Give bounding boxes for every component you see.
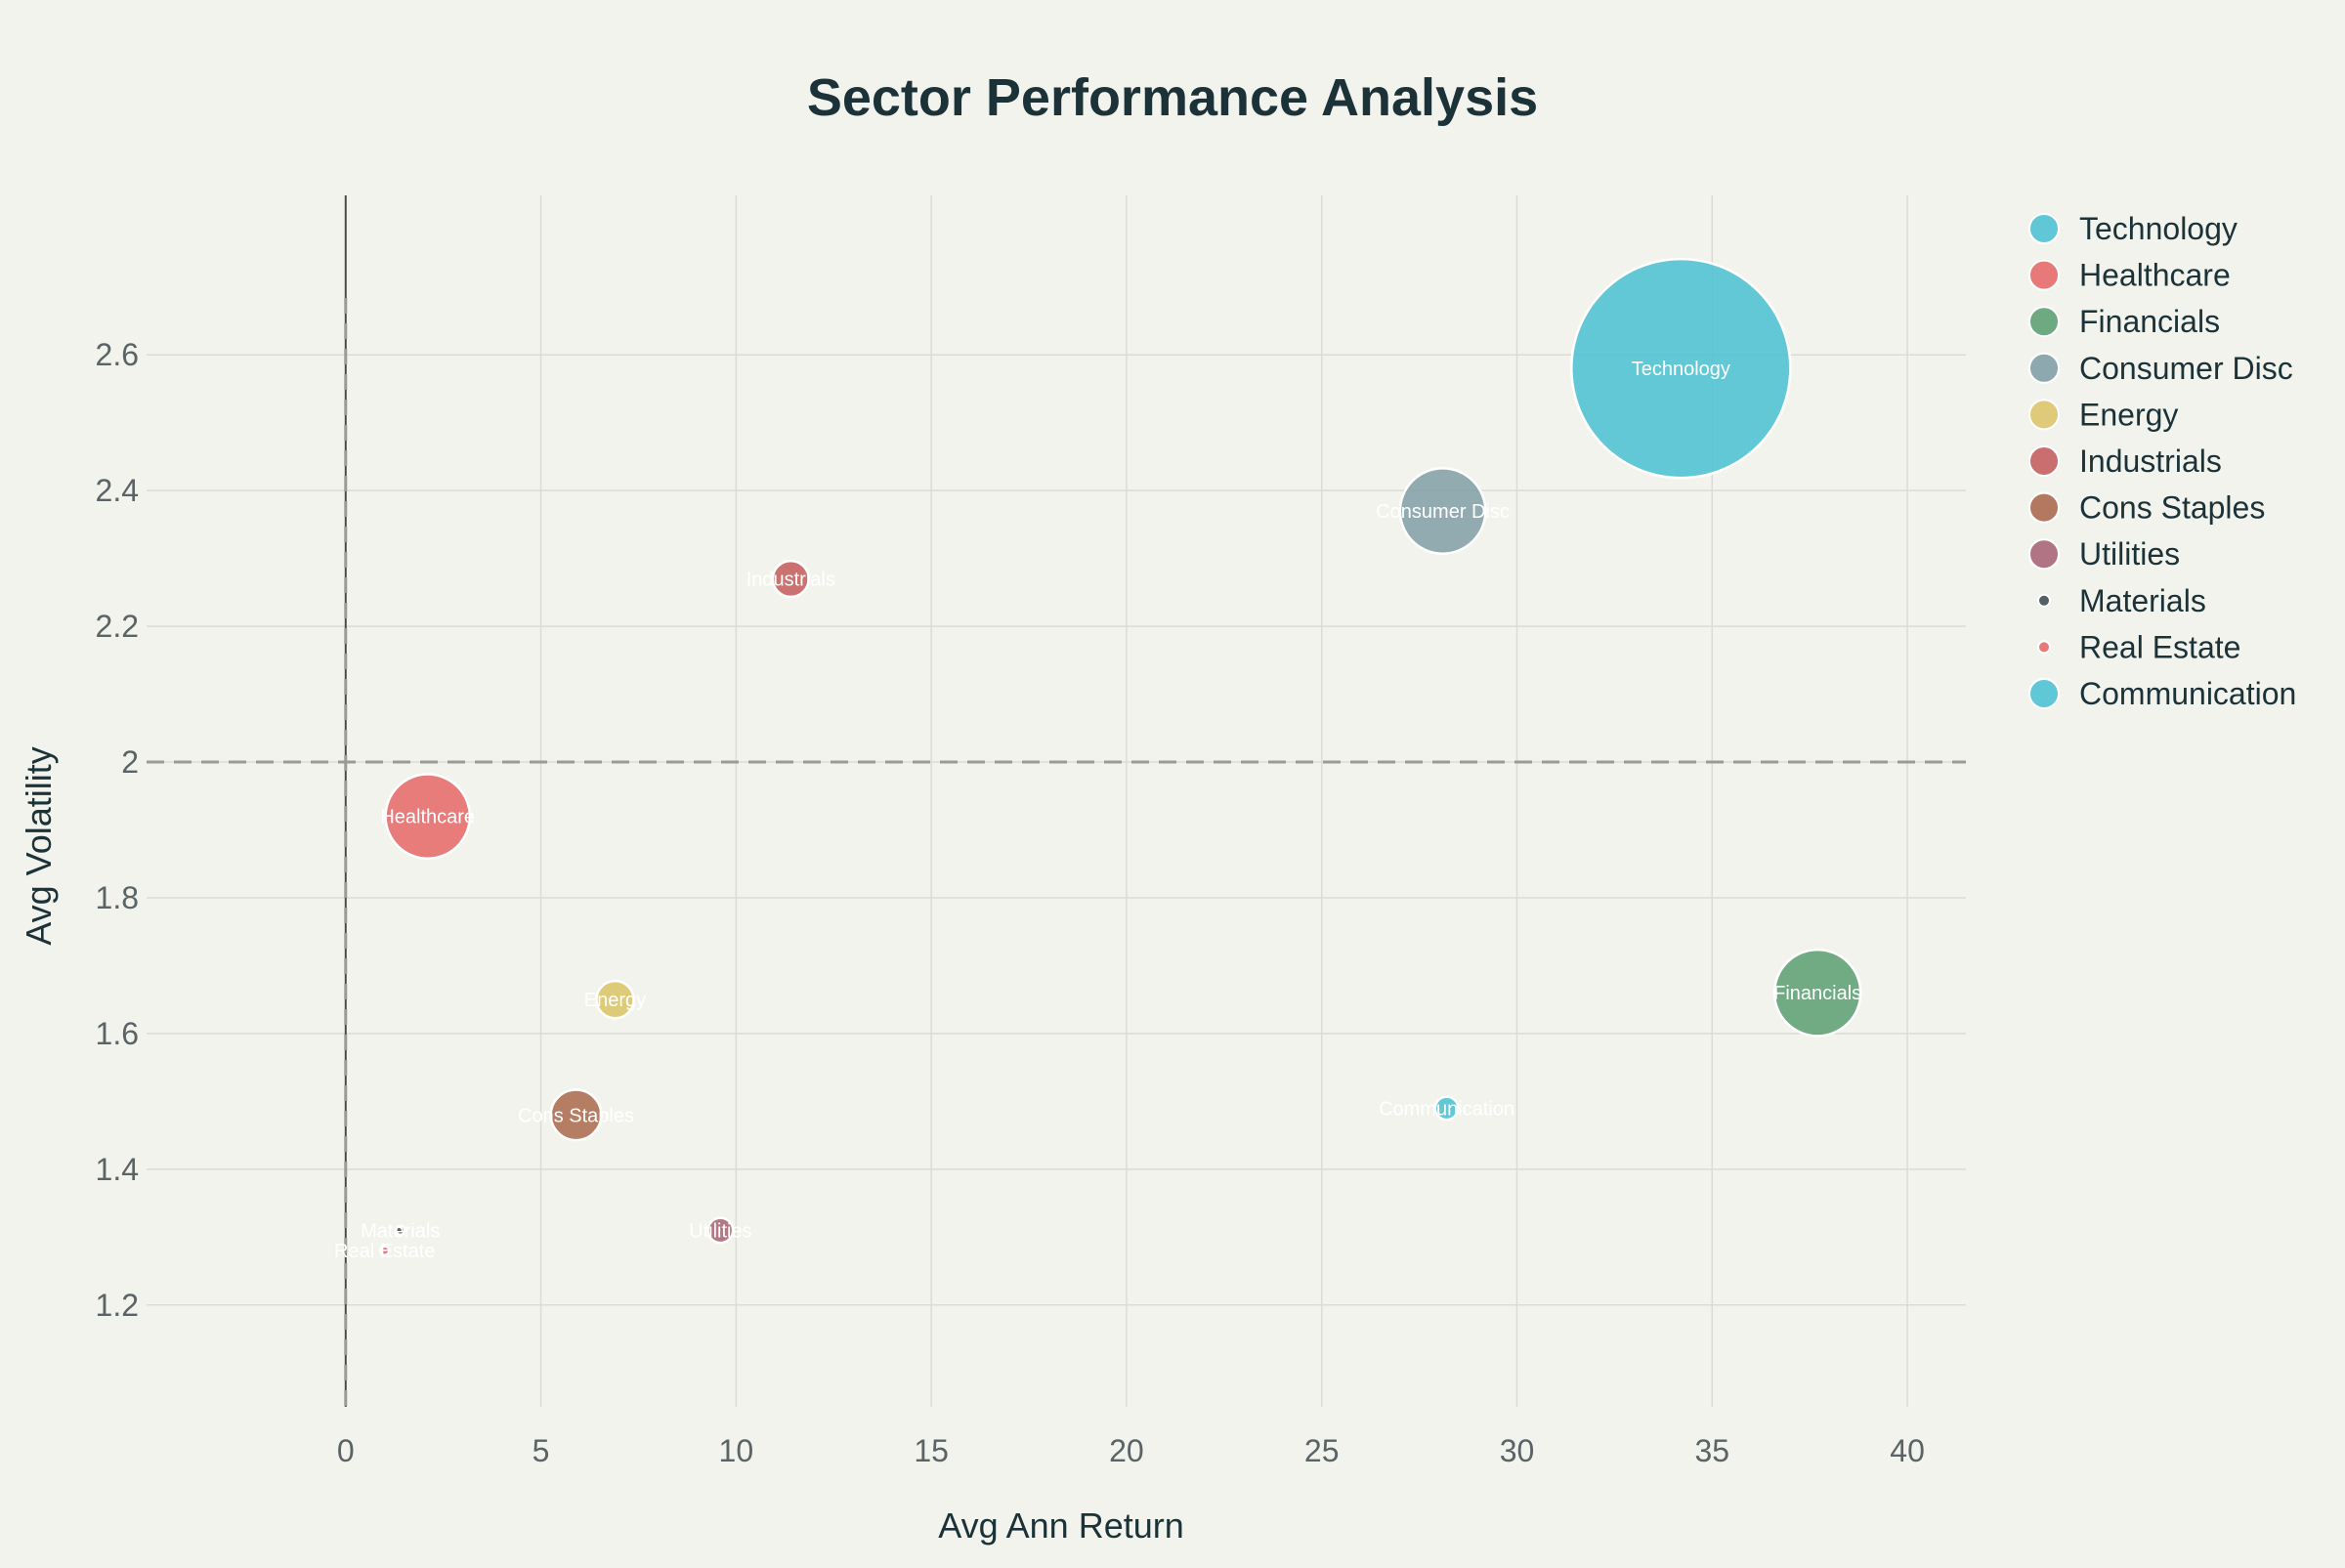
chart-title: Sector Performance Analysis bbox=[807, 68, 1538, 127]
y-tick-label: 2.4 bbox=[96, 473, 139, 508]
legend-marker-communication bbox=[2028, 678, 2060, 709]
legend-marker-industrials bbox=[2028, 445, 2060, 477]
legend-label-technology: Technology bbox=[2079, 211, 2238, 246]
legend-label-energy: Energy bbox=[2079, 397, 2178, 432]
legend-marker-real-estate bbox=[2037, 640, 2051, 655]
reference-lines bbox=[147, 195, 1966, 1407]
legend-label-cons-staples: Cons Staples bbox=[2079, 490, 2265, 526]
y-tick-label: 1.4 bbox=[96, 1152, 139, 1187]
bubble-label-technology: Technology bbox=[1632, 359, 1730, 380]
bubble-healthcare[interactable] bbox=[384, 773, 472, 860]
bubble-utilities[interactable] bbox=[706, 1216, 735, 1245]
x-axis-title: Avg Ann Return bbox=[938, 1505, 1184, 1546]
legend-label-utilities: Utilities bbox=[2079, 536, 2180, 572]
x-tick-label: 0 bbox=[337, 1433, 355, 1468]
legend-label-consumer-disc: Consumer Disc bbox=[2079, 351, 2293, 386]
legend-item-energy[interactable]: Energy bbox=[2028, 397, 2178, 432]
bubble-label-financials: Financials bbox=[1773, 983, 1861, 1004]
x-tick-label: 10 bbox=[719, 1433, 754, 1468]
legend-marker-utilities bbox=[2028, 538, 2060, 571]
x-tick-label: 15 bbox=[914, 1433, 949, 1468]
bubble-label-energy: Energy bbox=[584, 990, 646, 1011]
legend-marker-healthcare bbox=[2028, 259, 2060, 291]
legend-item-financials[interactable]: Financials bbox=[2028, 304, 2220, 339]
bubble-label-consumer-disc: Consumer Disc bbox=[1376, 501, 1510, 523]
x-tick-label: 35 bbox=[1694, 1433, 1729, 1468]
x-tick-label: 40 bbox=[1890, 1433, 1925, 1468]
legend-item-materials[interactable]: Materials bbox=[2037, 583, 2206, 618]
bubble-label-healthcare: Healthcare bbox=[380, 807, 475, 828]
legend-marker-cons-staples bbox=[2028, 491, 2060, 524]
x-tick-label: 20 bbox=[1109, 1433, 1144, 1468]
bubble-financials[interactable] bbox=[1772, 948, 1862, 1038]
y-tick-label: 2 bbox=[121, 744, 139, 780]
bubble-energy[interactable] bbox=[595, 979, 635, 1020]
bubble-label-industrials: Industrials bbox=[746, 569, 835, 590]
bubble-label-materials: Materials bbox=[361, 1220, 440, 1242]
y-axis-title: Avg Volatility bbox=[19, 746, 59, 945]
legend-item-healthcare[interactable]: Healthcare bbox=[2028, 258, 2231, 293]
bubble-label-communication: Communication bbox=[1379, 1098, 1514, 1120]
bubble-label-utilities: Utilities bbox=[689, 1220, 751, 1242]
bubble-cons-staples[interactable] bbox=[549, 1088, 603, 1142]
legend-label-real-estate: Real Estate bbox=[2079, 629, 2240, 664]
legend-label-materials: Materials bbox=[2079, 583, 2206, 618]
legend-label-financials: Financials bbox=[2079, 304, 2220, 339]
legend-marker-technology bbox=[2028, 213, 2060, 244]
bubble-consumer-disc[interactable] bbox=[1398, 467, 1487, 555]
y-tick-label: 1.6 bbox=[96, 1016, 139, 1051]
legend-label-industrials: Industrials bbox=[2079, 444, 2222, 479]
y-tick-label: 1.2 bbox=[96, 1288, 139, 1323]
x-tick-label: 5 bbox=[533, 1433, 550, 1468]
legend-item-industrials[interactable]: Industrials bbox=[2028, 444, 2222, 479]
bubble-layer bbox=[378, 257, 1862, 1256]
y-tick-label: 2.6 bbox=[96, 337, 139, 372]
bubble-communication[interactable] bbox=[1433, 1095, 1460, 1122]
y-tick-label: 1.8 bbox=[96, 880, 139, 915]
legend-marker-materials bbox=[2037, 593, 2051, 608]
legend-marker-financials bbox=[2028, 306, 2060, 338]
legend-item-consumer-disc[interactable]: Consumer Disc bbox=[2028, 351, 2293, 386]
bubble-technology[interactable] bbox=[1570, 257, 1792, 480]
bubble-label-cons-staples: Cons Staples bbox=[518, 1105, 634, 1126]
legend-item-cons-staples[interactable]: Cons Staples bbox=[2028, 490, 2265, 526]
legend-label-healthcare: Healthcare bbox=[2079, 258, 2231, 293]
legend-item-utilities[interactable]: Utilities bbox=[2028, 536, 2180, 572]
tick-label-layer: 0 5 10 15 20 25 30 35 40 1.2 1.4 1.6 1.8 2 2.2 2.4 2.6 bbox=[96, 337, 1925, 1468]
x-tick-label: 25 bbox=[1304, 1433, 1340, 1468]
bubble-industrials[interactable] bbox=[771, 559, 810, 599]
legend-item-communication[interactable]: Communication bbox=[2028, 676, 2296, 711]
legend-label-communication: Communication bbox=[2079, 676, 2296, 711]
legend: Technology Healthcare Financials Consumer D… bbox=[2028, 211, 2296, 711]
legend-item-real-estate[interactable]: Real Estate bbox=[2037, 629, 2240, 664]
legend-item-technology[interactable]: Technology bbox=[2028, 211, 2238, 246]
legend-marker-energy bbox=[2028, 399, 2060, 431]
bubble-real-estate[interactable] bbox=[378, 1245, 391, 1256]
bubble-label-layer: Technology Healthcare Financials Consumer D… bbox=[334, 359, 1861, 1262]
bubble-materials[interactable] bbox=[394, 1224, 406, 1237]
bubble-label-real-estate: Real Estate bbox=[334, 1241, 435, 1262]
legend-marker-consumer-disc bbox=[2028, 352, 2060, 384]
y-tick-label: 2.2 bbox=[96, 609, 139, 644]
x-tick-label: 30 bbox=[1500, 1433, 1535, 1468]
